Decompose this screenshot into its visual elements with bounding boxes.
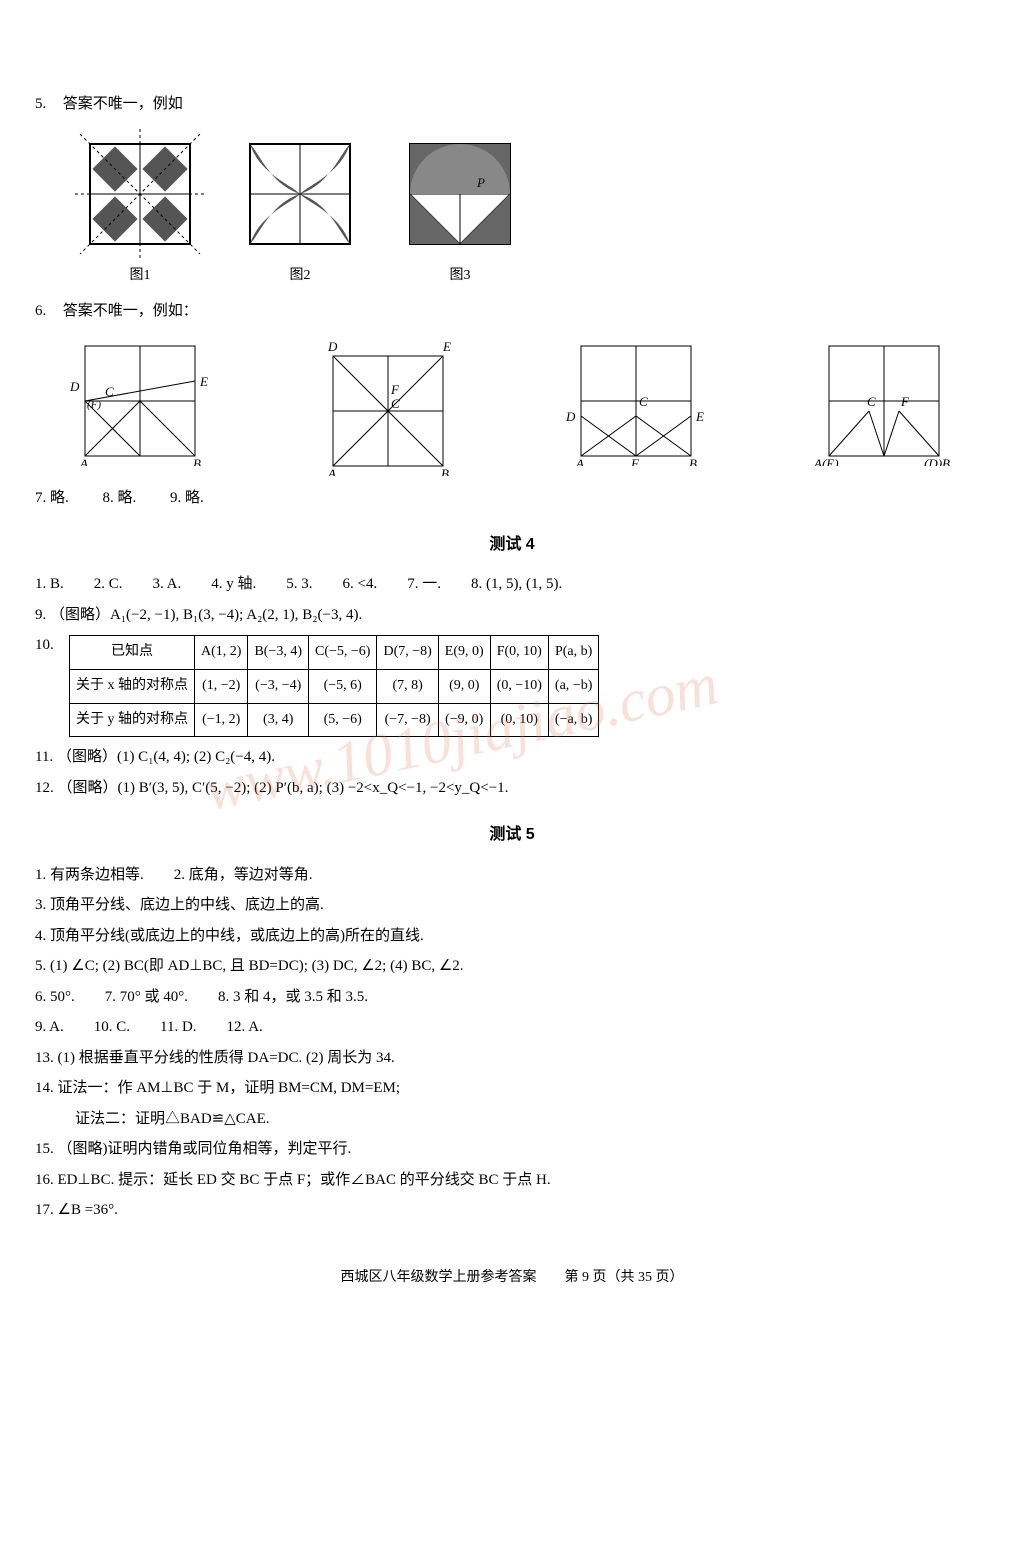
page-footer: 西城区八年级数学上册参考答案 第 9 页（共 35 页） bbox=[35, 1265, 989, 1292]
sec5-l15: 15. （图略)证明内错角或同位角相等，判定平行. bbox=[35, 1135, 989, 1164]
svg-text:C: C bbox=[867, 394, 876, 409]
sec4-l10-num: 10. bbox=[35, 631, 59, 660]
fig6-1: D E A B C (F) bbox=[65, 336, 215, 466]
fig6-4: A(E) (D)B C F bbox=[809, 336, 959, 466]
q6-text: 答案不唯一，例如： bbox=[63, 303, 198, 319]
q6-figs: D E A B C (F) D E A B C F bbox=[65, 336, 959, 476]
sec5-l6: 6. 50°. 7. 70° 或 40°. 8. 3 和 4，或 3.5 和 3… bbox=[35, 983, 989, 1012]
svg-text:(D)B: (D)B bbox=[924, 456, 950, 466]
fig5-2: 图2 bbox=[235, 129, 365, 290]
sec5-l14b: 证法二：证明△BAD≌△CAE. bbox=[75, 1105, 989, 1134]
lbl-B: B bbox=[193, 456, 201, 466]
table-row-x: 关于 x 轴的对称点 (1, −2) (−3, −4) (−5, 6) (7, … bbox=[70, 670, 599, 704]
svg-text:F: F bbox=[390, 382, 400, 397]
sec5-l4: 4. 顶角平分线(或底边上的中线，或底边上的高)所在的直线. bbox=[35, 922, 989, 951]
fig5-3: P 图3 bbox=[395, 129, 525, 290]
svg-text:A: A bbox=[575, 456, 584, 466]
sec4-l9: 9. （图略）A₁(−2, −1), B₁(3, −4); A₂(2, 1), … bbox=[35, 601, 989, 630]
q5-num: 5. bbox=[35, 90, 59, 119]
q10-table: 已知点 A(1, 2) B(−3, 4) C(−5, −6) D(7, −8) … bbox=[69, 635, 599, 737]
sec4-l12: 12. （图略）(1) B′(3, 5), C′(5, −2); (2) P′(… bbox=[35, 774, 989, 803]
q9: 9. 略. bbox=[170, 490, 204, 506]
svg-text:B: B bbox=[441, 466, 449, 476]
lbl-D: D bbox=[69, 379, 80, 394]
sec5-title: 测试 5 bbox=[35, 820, 989, 850]
lbl-E: E bbox=[199, 374, 208, 389]
sec5-l3: 3. 顶角平分线、底边上的中线、底边上的高. bbox=[35, 891, 989, 920]
lbl-C: C bbox=[105, 384, 114, 399]
svg-text:B: B bbox=[689, 456, 697, 466]
svg-text:F: F bbox=[900, 394, 910, 409]
fig5-1-label: 图1 bbox=[75, 263, 205, 290]
sec5-l17: 17. ∠B =36°. bbox=[35, 1196, 989, 1225]
svg-text:D: D bbox=[565, 409, 576, 424]
q6-line: 6. 答案不唯一，例如： bbox=[35, 297, 989, 326]
q7-9: 7. 略. 8. 略. 9. 略. bbox=[35, 484, 989, 513]
svg-text:A: A bbox=[327, 466, 336, 476]
sec5-l9: 9. A. 10. C. 11. D. 12. A. bbox=[35, 1013, 989, 1042]
q6-num: 6. bbox=[35, 297, 59, 326]
fig6-3: D E A B C F bbox=[561, 336, 711, 466]
q5-line: 5. 答案不唯一，例如 bbox=[35, 90, 989, 119]
sec5-l13: 13. (1) 根据垂直平分线的性质得 DA=DC. (2) 周长为 34. bbox=[35, 1044, 989, 1073]
lbl-F: (F) bbox=[87, 399, 101, 411]
sec5-l5: 5. (1) ∠C; (2) BC(即 AD⊥BC, 且 BD=DC); (3)… bbox=[35, 952, 989, 981]
svg-text:D: D bbox=[327, 339, 338, 354]
fig5-3-label: 图3 bbox=[395, 263, 525, 290]
sec4-title: 测试 4 bbox=[35, 530, 989, 560]
svg-text:E: E bbox=[695, 409, 704, 424]
svg-text:P: P bbox=[476, 175, 485, 190]
svg-text:A(E): A(E) bbox=[813, 456, 839, 466]
sec4-l11: 11. （图略）(1) C₁(4, 4); (2) C₂(−4, 4). bbox=[35, 743, 989, 772]
table-row-y: 关于 y 轴的对称点 (−1, 2) (3, 4) (5, −6) (−7, −… bbox=[70, 703, 599, 737]
sec5-l14a: 14. 证法一：作 AM⊥BC 于 M，证明 BM=CM, DM=EM; bbox=[35, 1074, 989, 1103]
q8: 8. 略. bbox=[103, 490, 137, 506]
sec4-l1: 1. B. 2. C. 3. A. 4. y 轴. 5. 3. 6. <4. 7… bbox=[35, 570, 989, 599]
svg-text:E: E bbox=[442, 339, 451, 354]
fig5-1: 图1 bbox=[75, 129, 205, 290]
q5-figs: 图1 图2 P 图3 bbox=[75, 129, 989, 290]
q5-text: 答案不唯一，例如 bbox=[63, 96, 183, 112]
q7: 7. 略. bbox=[35, 490, 69, 506]
lbl-A: A bbox=[79, 456, 88, 466]
fig6-2: D E A B C F bbox=[313, 336, 463, 476]
svg-text:C: C bbox=[639, 394, 648, 409]
svg-text:F: F bbox=[630, 456, 640, 466]
sec5-l16: 16. ED⊥BC. 提示：延长 ED 交 BC 于点 F；或作∠BAC 的平分… bbox=[35, 1166, 989, 1195]
table-row-head: 已知点 A(1, 2) B(−3, 4) C(−5, −6) D(7, −8) … bbox=[70, 636, 599, 670]
sec4-l10: 10. 已知点 A(1, 2) B(−3, 4) C(−5, −6) D(7, … bbox=[35, 631, 989, 743]
fig5-2-label: 图2 bbox=[235, 263, 365, 290]
sec5-l1: 1. 有两条边相等. 2. 底角，等边对等角. bbox=[35, 861, 989, 890]
svg-text:C: C bbox=[391, 396, 400, 411]
